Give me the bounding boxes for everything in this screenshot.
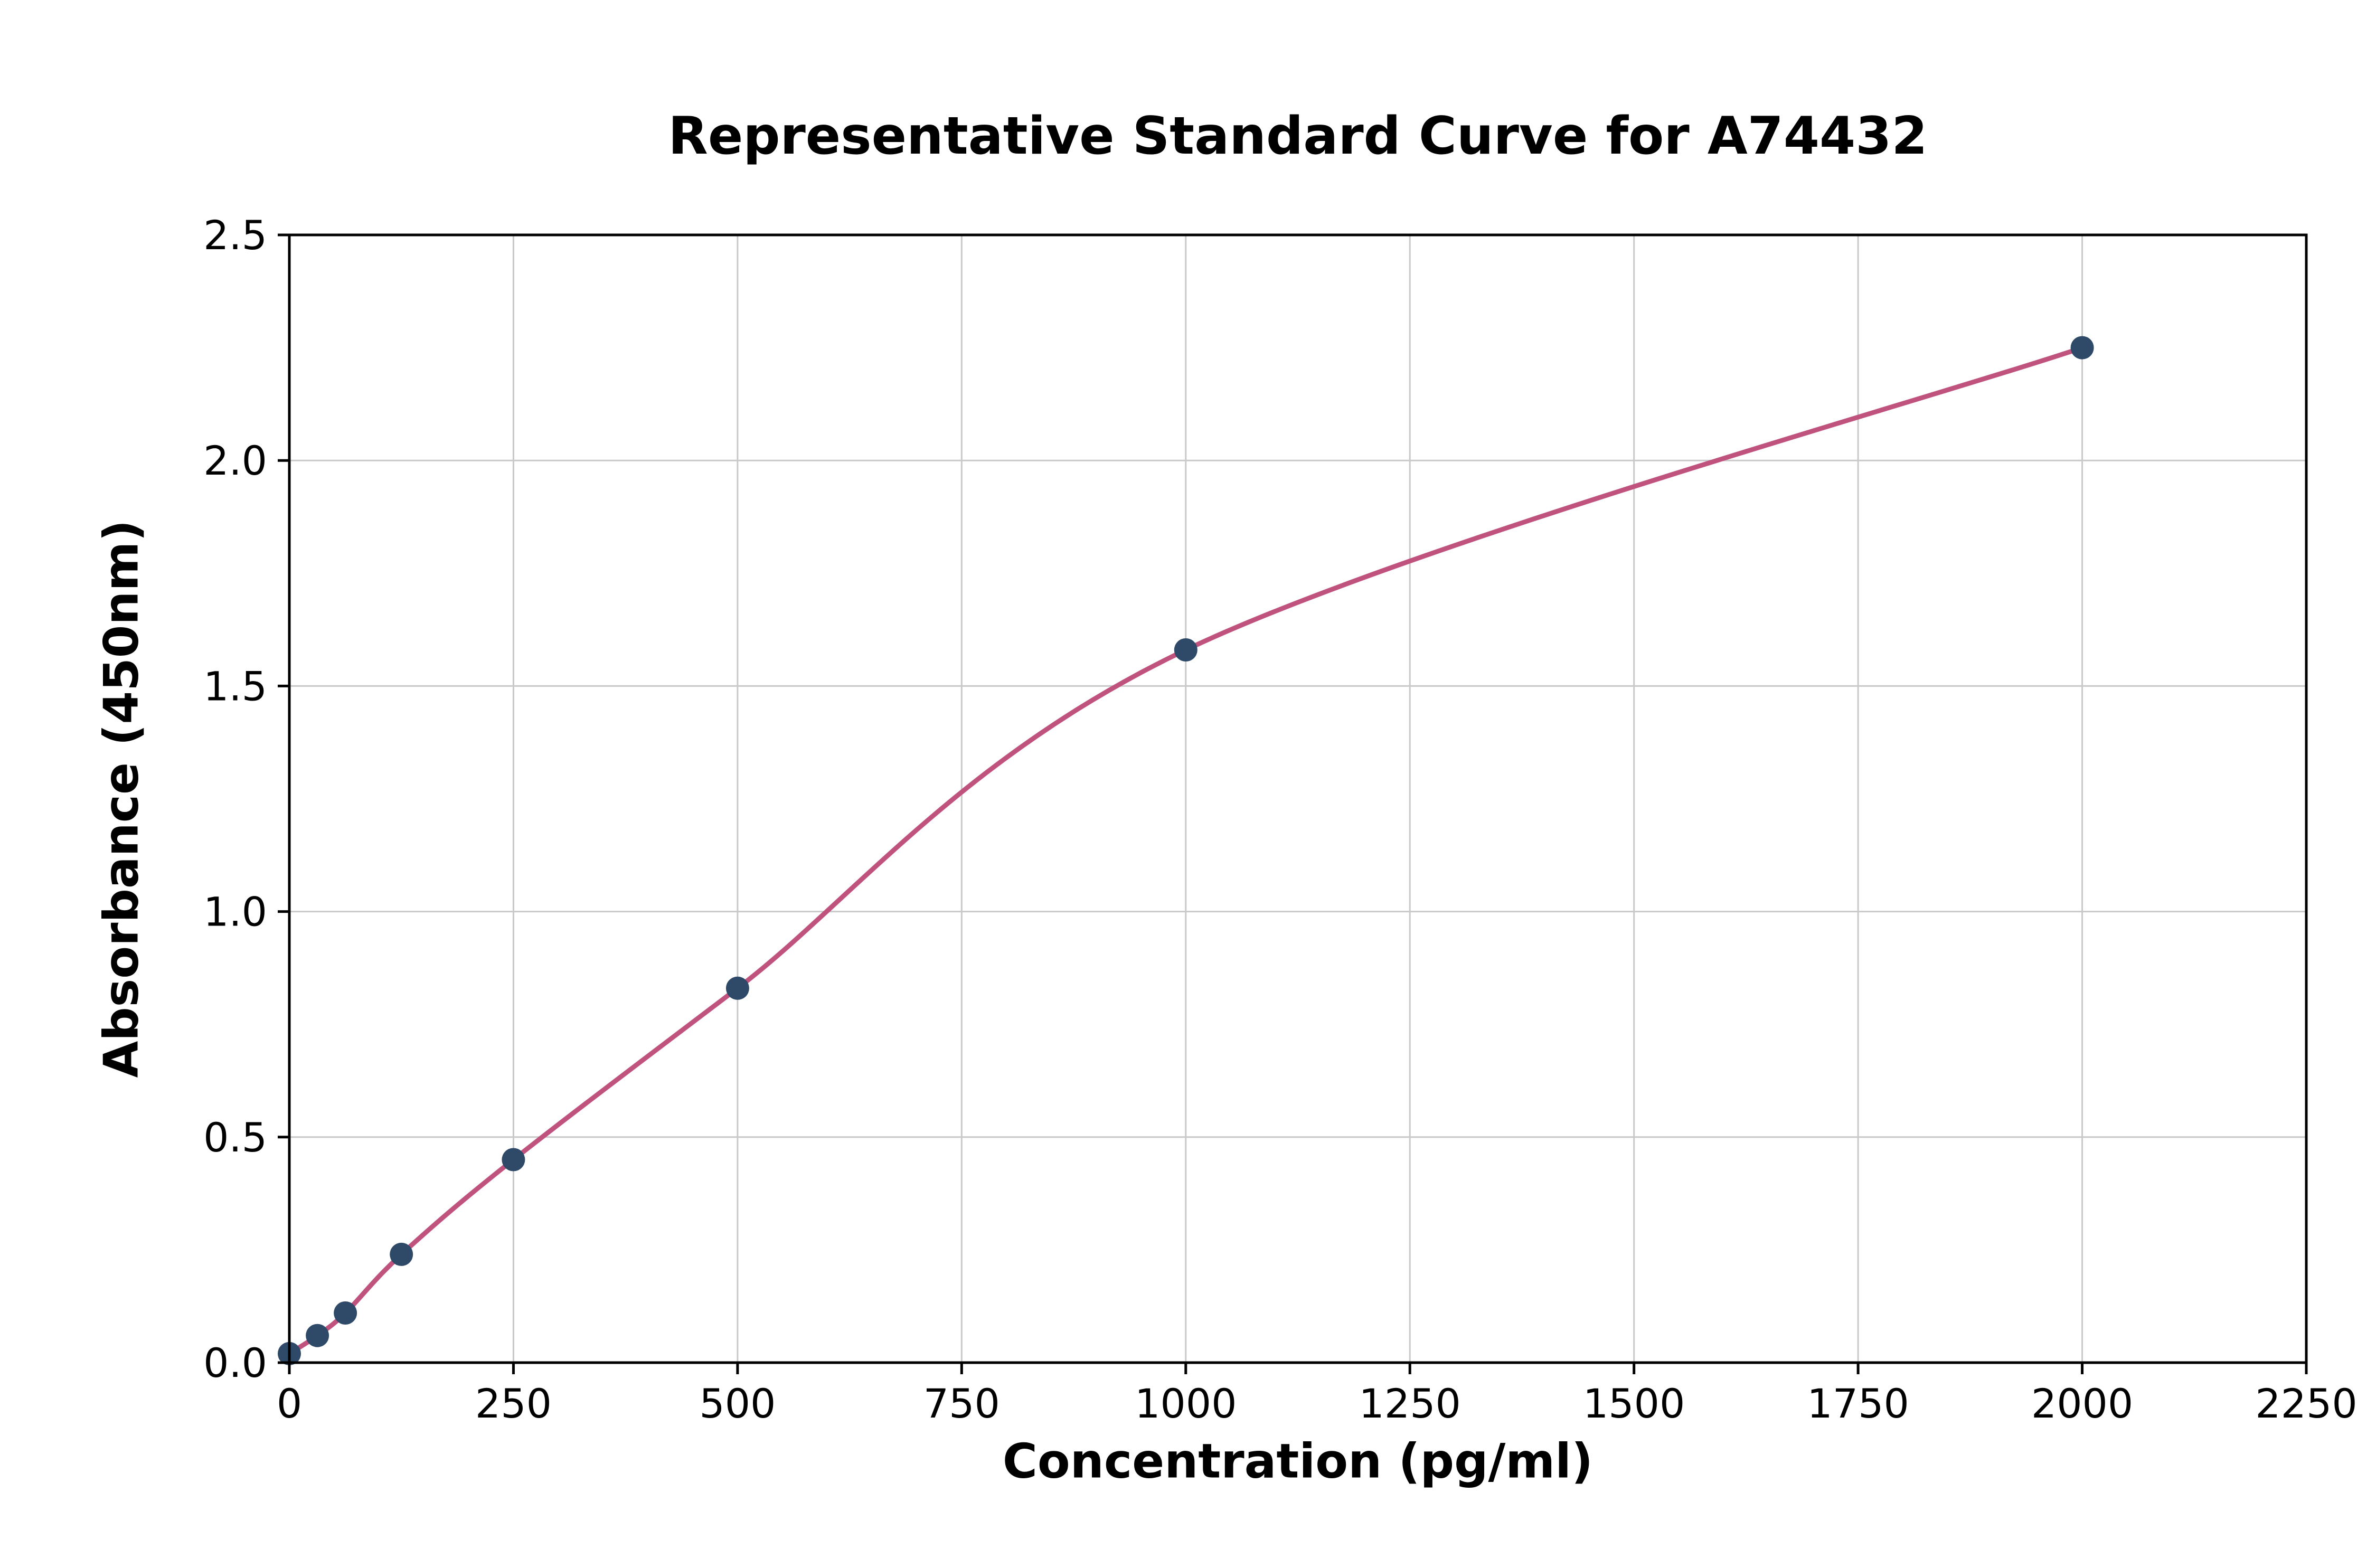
y-tick-label: 2.0 (203, 437, 267, 484)
x-tick-label: 2250 (2255, 1380, 2357, 1427)
x-tick-label: 1500 (1583, 1380, 1685, 1427)
data-point (390, 1242, 413, 1266)
x-axis-label: Concentration (pg/ml) (1002, 1433, 1594, 1489)
y-tick-label: 1.0 (203, 889, 267, 936)
x-tick-label: 0 (277, 1380, 302, 1427)
data-point (2070, 336, 2094, 360)
x-tick-label: 750 (923, 1380, 1000, 1427)
x-tick-label: 1250 (1359, 1380, 1461, 1427)
data-point (334, 1301, 357, 1325)
x-axis: 0 250 500 750 1000 1250 1500 1750 2000 2250 (277, 1363, 2358, 1427)
chart-title: Representative Standard Curve for A74432 (668, 106, 1928, 166)
y-tick-label: 1.5 (203, 663, 267, 710)
data-point (1174, 638, 1198, 662)
x-tick-label: 2000 (2031, 1380, 2133, 1427)
data-point (502, 1148, 525, 1172)
y-tick-label: 0.0 (203, 1339, 267, 1386)
x-tick-label: 250 (475, 1380, 552, 1427)
data-point (725, 976, 749, 1000)
x-tick-label: 1750 (1807, 1380, 1909, 1427)
x-tick-label: 1000 (1135, 1380, 1237, 1427)
plot-border (288, 233, 2308, 1364)
y-axis-label: Absorbance (450nm) (93, 519, 149, 1078)
y-tick-label: 0.5 (203, 1114, 267, 1161)
x-tick-label: 500 (699, 1380, 776, 1427)
y-axis: 0.0 0.5 1.0 1.5 2.0 2.5 (203, 212, 289, 1386)
grid (288, 234, 2307, 1364)
data-point (306, 1324, 329, 1347)
data-points (278, 336, 2094, 1365)
y-tick-label: 2.5 (203, 212, 267, 259)
